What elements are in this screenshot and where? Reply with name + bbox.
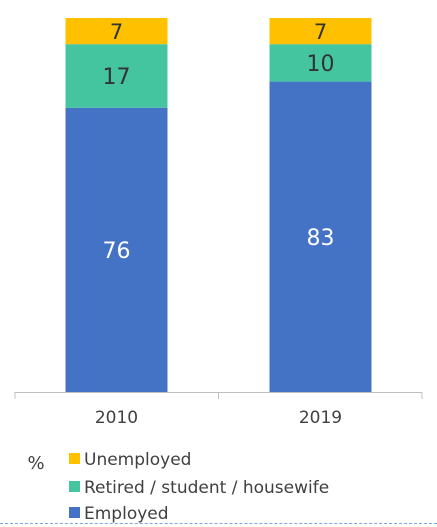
- bar-segment-unemployed-2019: [269, 18, 372, 45]
- legend-label: Retired / student / housewife: [84, 478, 329, 498]
- x-axis-tick-label: 2019: [299, 408, 342, 428]
- bar-segment-retired-student-housewife-2019: [269, 44, 372, 82]
- unit-label: %: [27, 453, 44, 474]
- legend: Unemployed Retired / student / housewife E…: [69, 450, 329, 524]
- x-axis-tick-labels: 2010 2019: [95, 408, 342, 428]
- data-label: 7: [110, 20, 123, 44]
- legend-label: Employed: [84, 504, 169, 524]
- data-label: 76: [103, 239, 131, 264]
- legend-swatch: [69, 481, 80, 492]
- bar-segment-retired-student-housewife-2010: [65, 44, 168, 108]
- bar-segment-unemployed-2010: [65, 18, 168, 45]
- bar-segment-employed-2019: [269, 81, 372, 392]
- data-label: 17: [103, 65, 131, 90]
- data-label: 10: [307, 52, 335, 77]
- legend-swatch: [69, 453, 80, 464]
- legend-swatch: [69, 507, 80, 518]
- bar-group: 76 17 7 83 10 7: [65, 18, 372, 392]
- bar-segment-employed-2010: [65, 107, 168, 392]
- x-axis-tick-label: 2010: [95, 408, 138, 428]
- legend-label: Unemployed: [84, 450, 191, 470]
- data-label: 7: [314, 20, 327, 44]
- bottom-divider: [0, 523, 437, 524]
- data-label: 83: [307, 226, 335, 251]
- x-axis-tick-marks: [14, 392, 423, 399]
